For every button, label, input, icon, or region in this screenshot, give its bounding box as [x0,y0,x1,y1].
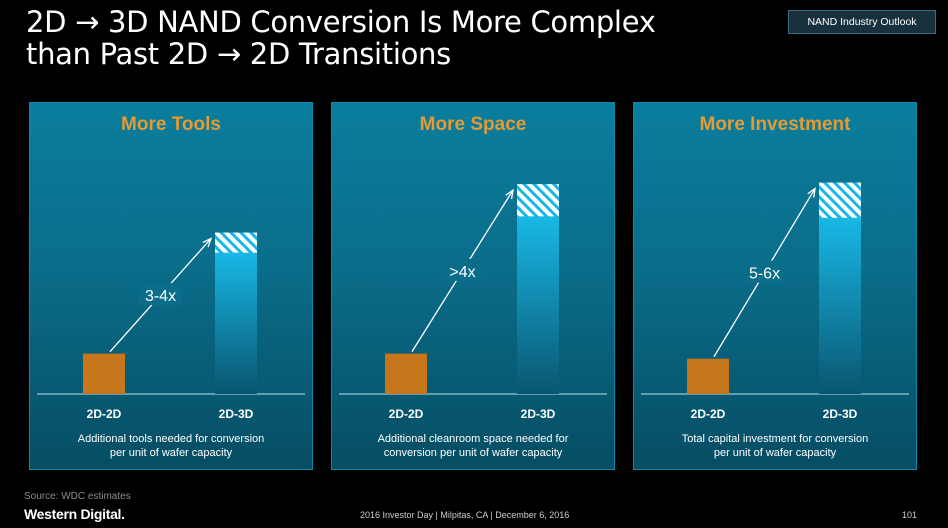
growth-multiplier-label: 5-6x [749,266,780,283]
panel-title: More Tools [121,114,221,135]
panel-caption: Additional tools needed for conversion p… [39,432,303,460]
caption-line2: per unit of wafer capacity [109,447,233,459]
category-label: 2D-2D [389,407,424,421]
annotation-bg [138,283,183,306]
panel-more-investment: More Investment 2D-2D 2D-3D 5-6x Total cap… [633,102,917,470]
bar-2d-3d [215,252,257,394]
category-label: 2D-3D [219,407,254,421]
bar-2d-3d-range [215,232,257,253]
category-label: 2D-2D [691,407,726,421]
caption-line1: Additional tools needed for conversion [77,433,265,445]
growth-multiplier-label: 3-4x [145,288,176,305]
caption-line1: Additional cleanroom space needed for [377,433,569,445]
annotation-bg [742,260,787,283]
panel-caption: Additional cleanroom space needed for co… [341,432,605,460]
company-logo: Western Digital. [24,506,125,522]
category-label: 2D-2D [87,407,122,421]
caption-line1: Total capital investment for conversion [681,433,869,445]
panel-title: More Space [419,114,527,135]
category-label: 2D-3D [521,407,556,421]
slide-title-line2: than Past 2D → 2D Transitions [26,37,451,71]
footer-text: 2016 Investor Day | Milpitas, CA | Decem… [360,510,570,520]
panel-more-tools: More Tools 2D-2D 2D-3D 3-4x Additional too… [29,102,313,470]
page-number: 101 [902,510,918,520]
caption-line2: conversion per unit of wafer capacity [383,447,563,459]
caption-line2: per unit of wafer capacity [713,447,837,459]
growth-arrow-head [807,187,816,198]
panel-more-space: More Space 2D-2D 2D-3D >4x Additional clea… [331,102,615,470]
bar-2d-2d [83,353,125,394]
source-note: Source: WDC estimates [24,491,131,502]
annotation-bg [440,258,485,281]
bar-2d-2d [385,353,427,394]
chart-svg: 2D-2D 2D-3D >4x [339,184,607,421]
bar-2d-3d [819,217,861,394]
chart-svg: 2D-2D 2D-3D 5-6x [641,182,909,421]
section-badge: NAND Industry Outlook [788,10,936,34]
slide-title-line1: 2D → 3D NAND Conversion Is More Complex [26,5,656,39]
growth-arrow-head [202,237,213,248]
bar-2d-3d-range [819,182,861,218]
growth-multiplier-label: >4x [449,264,475,281]
panel-title: More Investment [699,114,851,135]
bar-2d-3d [517,216,559,394]
category-label: 2D-3D [823,407,858,421]
growth-arrow-head [505,188,514,200]
bar-2d-3d-range [517,184,559,217]
panel-caption: Total capital investment for conversion … [643,432,907,460]
chart-svg: 2D-2D 2D-3D 3-4x [37,232,305,421]
bar-2d-2d [687,358,729,394]
slide-title: 2D → 3D NAND Conversion Is More Complex … [26,6,766,70]
